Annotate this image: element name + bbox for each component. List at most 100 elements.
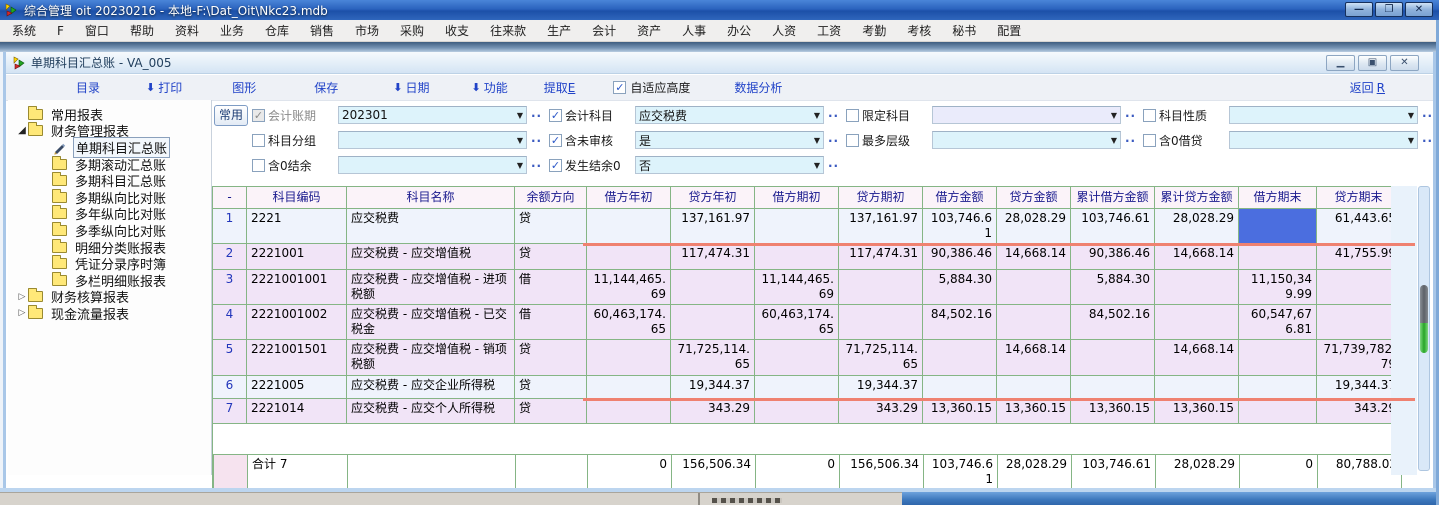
- total-借方期初[interactable]: 0: [756, 455, 840, 490]
- close-button[interactable]: ✕: [1405, 2, 1433, 17]
- menu-item-0[interactable]: 系统: [12, 24, 37, 38]
- column-header-贷方年初[interactable]: 贷方年初: [671, 187, 755, 209]
- total-贷方年初[interactable]: 156,506.34: [672, 455, 756, 490]
- cell-累计贷方金额[interactable]: [1155, 376, 1239, 399]
- row-number[interactable]: 6: [213, 376, 247, 399]
- cell-借方期初[interactable]: [755, 376, 839, 399]
- cell-累计借方金额[interactable]: 5,884.30: [1071, 270, 1155, 305]
- menu-item-15[interactable]: 人事: [682, 24, 707, 38]
- cell-借方期末[interactable]: [1239, 399, 1317, 424]
- column-header-贷方期初[interactable]: 贷方期初: [839, 187, 923, 209]
- filter-dropdown[interactable]: ▼: [338, 156, 527, 174]
- total-累计借方金额[interactable]: 103,746.61: [1072, 455, 1156, 490]
- cell-累计借方金额[interactable]: [1071, 376, 1155, 399]
- cell-贷方金额[interactable]: 14,668.14: [997, 340, 1071, 376]
- toolbar-item-保存[interactable]: 保存: [314, 79, 338, 96]
- cell-贷方期末[interactable]: [1317, 270, 1401, 305]
- cell-借方期初[interactable]: [755, 209, 839, 244]
- data-analysis-button[interactable]: 数据分析: [734, 81, 783, 95]
- column-header-借方年初[interactable]: 借方年初: [587, 187, 671, 209]
- filter-more-button[interactable]: ..: [1422, 106, 1434, 120]
- total-借方金额[interactable]: 103,746.61: [924, 455, 998, 490]
- cell-科目编码[interactable]: 2221014: [247, 399, 347, 424]
- minimize-button[interactable]: —: [1345, 2, 1373, 17]
- cell-累计借方金额[interactable]: 103,746.61: [1071, 209, 1155, 244]
- cell-贷方期末[interactable]: 19,344.37: [1317, 376, 1401, 399]
- filter-more-button[interactable]: ..: [531, 131, 543, 145]
- cell-贷方期初[interactable]: 137,161.97: [839, 209, 923, 244]
- cell-贷方年初[interactable]: 117,474.31: [671, 244, 755, 270]
- sidebar-item-多年纵向比对账[interactable]: 多年纵向比对账: [8, 205, 211, 223]
- filter-dropdown[interactable]: ▼: [1229, 106, 1418, 124]
- selected-cell[interactable]: [1239, 209, 1317, 244]
- filter-dropdown[interactable]: 否 ▼: [635, 156, 824, 174]
- column-header-贷方期末[interactable]: 贷方期末: [1317, 187, 1401, 209]
- cell-累计贷方金额[interactable]: 14,668.14: [1155, 340, 1239, 376]
- tree-expander-icon[interactable]: ▷: [18, 308, 26, 319]
- cell-贷方期初[interactable]: 343.29: [839, 399, 923, 424]
- cell-累计贷方金额[interactable]: 14,668.14: [1155, 244, 1239, 270]
- cell-借方期末[interactable]: [1239, 340, 1317, 376]
- total-贷方期末[interactable]: 80,788.02: [1318, 455, 1402, 490]
- menu-item-19[interactable]: 考勤: [862, 24, 887, 38]
- cell-贷方金额[interactable]: [997, 376, 1071, 399]
- menu-item-22[interactable]: 配置: [997, 24, 1022, 38]
- menu-item-2[interactable]: 窗口: [84, 24, 109, 38]
- toolbar-item-日期[interactable]: ⬇ 日期: [393, 79, 429, 96]
- cell-借方年初[interactable]: 11,144,465.69: [587, 270, 671, 305]
- vertical-scrollbar[interactable]: [1418, 186, 1430, 471]
- cell-借方期初[interactable]: 60,463,174.65: [755, 305, 839, 340]
- filter-dropdown[interactable]: 是 ▼: [635, 131, 824, 149]
- cell-余额方向[interactable]: 借: [515, 270, 587, 305]
- toolbar-item-图形[interactable]: 图形: [232, 79, 256, 96]
- cell-借方年初[interactable]: [587, 399, 671, 424]
- filter-checkbox[interactable]: [846, 133, 859, 147]
- cell-贷方年初[interactable]: 343.29: [671, 399, 755, 424]
- cell-科目编码[interactable]: 2221001501: [247, 340, 347, 376]
- total-label[interactable]: 合计 7: [248, 455, 348, 490]
- sidebar-item-现金流量报表[interactable]: ▷ 现金流量报表: [8, 304, 211, 323]
- cell-科目名称[interactable]: 应交税费 - 应交增值税 - 销项税额: [347, 340, 515, 376]
- cell-借方期初[interactable]: [755, 244, 839, 270]
- cell-贷方期末[interactable]: [1317, 305, 1401, 340]
- filter-dropdown[interactable]: ▼: [338, 131, 527, 149]
- menu-item-20[interactable]: 考核: [907, 24, 932, 38]
- total-借方期末[interactable]: 0: [1240, 455, 1318, 490]
- column-header--[interactable]: -: [213, 187, 247, 209]
- column-header-科目编码[interactable]: 科目编码: [247, 187, 347, 209]
- filter-more-button[interactable]: ..: [531, 106, 543, 120]
- cell-借方金额[interactable]: 103,746.61: [923, 209, 997, 244]
- column-header-借方期初[interactable]: 借方期初: [755, 187, 839, 209]
- menu-item-14[interactable]: 资产: [637, 24, 662, 38]
- cell-余额方向[interactable]: 贷: [515, 399, 587, 424]
- toolbar-item-提取[interactable]: 提取E: [544, 79, 576, 96]
- filter-checkbox[interactable]: [1143, 108, 1156, 122]
- cell-科目名称[interactable]: 应交税费 - 应交个人所得税: [347, 399, 515, 424]
- cell-贷方年初[interactable]: [671, 305, 755, 340]
- cell-借方金额[interactable]: [923, 376, 997, 399]
- cell-借方年初[interactable]: [587, 244, 671, 270]
- menu-item-9[interactable]: 采购: [400, 24, 425, 38]
- cell-贷方金额[interactable]: [997, 305, 1071, 340]
- cell-累计贷方金额[interactable]: [1155, 305, 1239, 340]
- menu-item-11[interactable]: 往来款: [490, 24, 527, 38]
- column-header-余额方向[interactable]: 余额方向: [515, 187, 587, 209]
- cell-贷方期初[interactable]: 117,474.31: [839, 244, 923, 270]
- filter-more-button[interactable]: ..: [828, 156, 840, 170]
- cell-余额方向[interactable]: 贷: [515, 340, 587, 376]
- sidebar-item-多期纵向比对账[interactable]: 多期纵向比对账: [8, 188, 211, 207]
- row-number[interactable]: 7: [213, 399, 247, 424]
- cell-贷方年初[interactable]: 137,161.97: [671, 209, 755, 244]
- tree-expander-icon[interactable]: ▷: [18, 291, 26, 302]
- filter-dropdown[interactable]: 应交税费 ▼: [635, 106, 824, 124]
- cell-科目名称[interactable]: 应交税费 - 应交增值税: [347, 244, 515, 270]
- menu-item-4[interactable]: 资料: [174, 24, 199, 38]
- cell-借方期初[interactable]: [755, 399, 839, 424]
- cell-科目编码[interactable]: 2221001: [247, 244, 347, 270]
- cell-借方金额[interactable]: [923, 340, 997, 376]
- auto-height-checkbox[interactable]: 自适应高度: [613, 79, 690, 96]
- cell-余额方向[interactable]: 贷: [515, 376, 587, 399]
- cell-科目编码[interactable]: 2221001002: [247, 305, 347, 340]
- row-number[interactable]: 2: [213, 244, 247, 270]
- filter-dropdown[interactable]: ▼: [932, 106, 1121, 124]
